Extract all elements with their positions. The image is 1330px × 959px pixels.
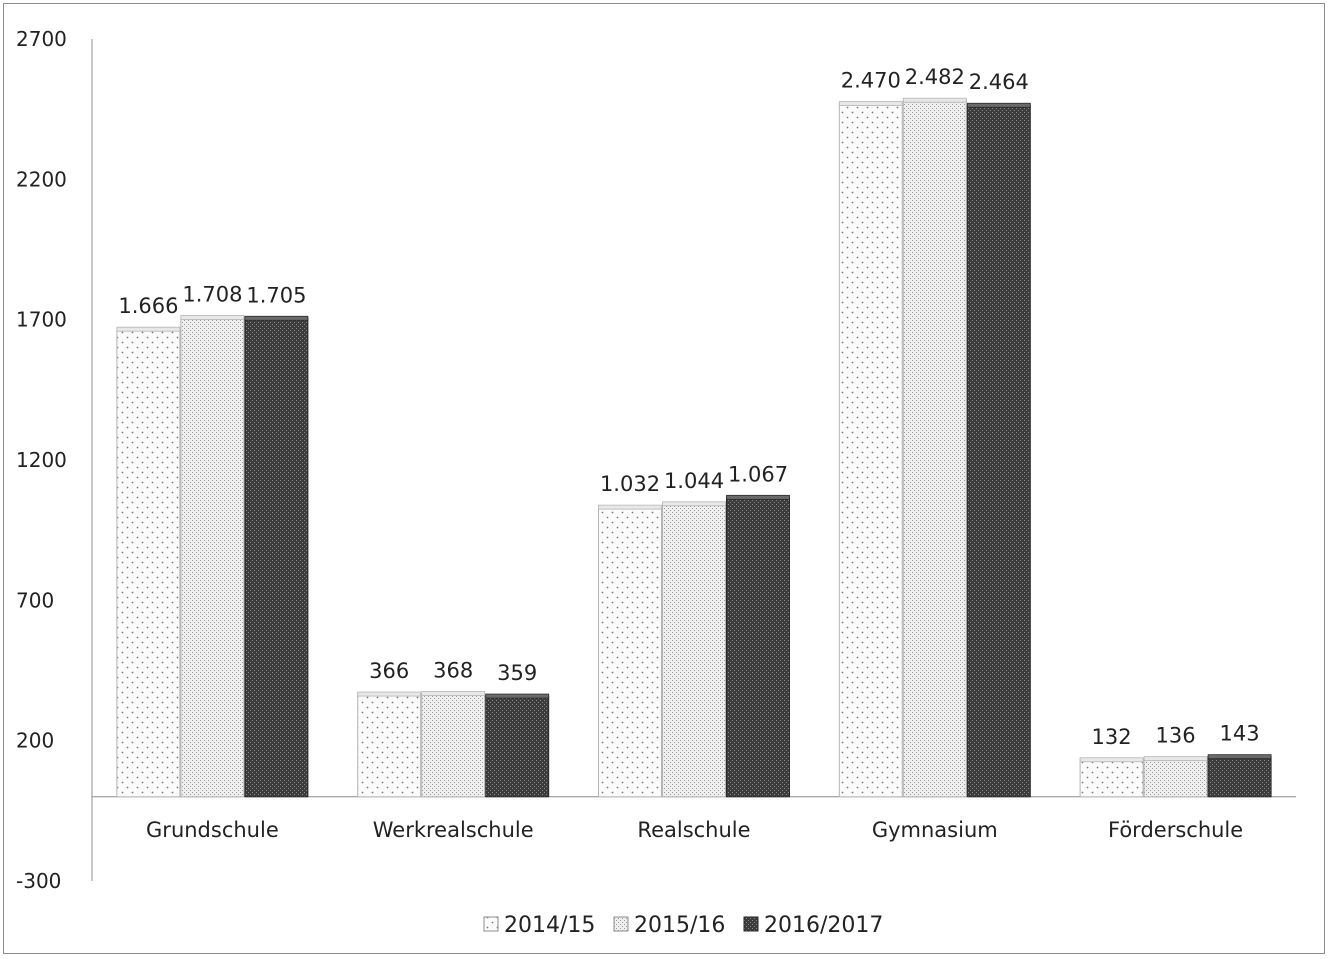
data-label: 132 (1092, 725, 1132, 749)
data-label: 1.044 (664, 469, 724, 493)
data-label: 368 (433, 659, 473, 683)
bar-cap (838, 101, 903, 106)
legend-entry: 2016/2017 (764, 913, 883, 938)
y-tick-label: 2700 (16, 27, 67, 51)
data-label: 2.464 (969, 70, 1029, 94)
x-tick-label: Förderschule (1108, 818, 1243, 842)
y-tick-label: 200 (16, 729, 54, 753)
bar-cap (116, 326, 181, 332)
bar-förderschule-1 (1143, 758, 1208, 798)
data-label: 1.705 (246, 283, 306, 307)
data-label: 143 (1220, 722, 1260, 746)
bar-grundschule-0 (116, 328, 181, 798)
bar-cap (726, 494, 790, 500)
y-tick-label: 700 (16, 588, 54, 612)
x-tick-label: Werkrealschule (373, 818, 534, 842)
bar-förderschule-2 (1207, 756, 1272, 798)
x-tick-label: Realschule (637, 818, 750, 842)
bar-cap (966, 102, 1031, 108)
x-tick-label: Grundschule (146, 818, 279, 842)
bar-cap (421, 691, 486, 696)
bar-realschule-0 (598, 506, 662, 798)
bar-gymnasium-0 (838, 103, 903, 798)
legend-entry: 2015/16 (634, 913, 725, 938)
bar-werkrealschule-0 (357, 693, 422, 798)
y-tick-label: -300 (16, 869, 61, 893)
data-label: 1.032 (600, 472, 660, 496)
bar-werkrealschule-2 (485, 695, 550, 798)
data-label: 1.708 (182, 282, 242, 306)
bar-cap (1079, 757, 1144, 763)
legend-swatch (743, 916, 759, 932)
legend-entry: 2014/15 (504, 913, 595, 938)
bar-cap (485, 693, 550, 699)
bar-realschule-2 (726, 496, 790, 798)
bar-werkrealschule-1 (421, 693, 486, 798)
legend-swatch (613, 916, 629, 932)
data-label: 136 (1156, 724, 1196, 748)
data-label: 359 (497, 661, 537, 685)
y-tick-label: 2200 (16, 167, 67, 191)
bar-cap (598, 504, 662, 510)
bar-cap (1143, 756, 1208, 762)
data-label: 1.666 (118, 294, 178, 318)
bar-cap (1207, 754, 1272, 760)
data-label: 1.067 (728, 462, 788, 486)
bar-grundschule-2 (244, 317, 309, 798)
bar-realschule-1 (662, 503, 726, 798)
bar-grundschule-1 (180, 316, 245, 798)
legend-swatch (483, 916, 499, 932)
y-tick-label: 1200 (16, 448, 67, 472)
y-tick-label: 1700 (16, 308, 67, 332)
bar-cap (662, 501, 726, 507)
data-label: 2.470 (841, 69, 901, 93)
bar-cap (902, 97, 967, 103)
data-label: 2.482 (905, 65, 965, 89)
data-label: 366 (369, 659, 409, 683)
bar-förderschule-0 (1079, 759, 1144, 798)
x-tick-label: Gymnasium (872, 818, 998, 842)
bar-gymnasium-1 (902, 99, 967, 798)
bar-gymnasium-2 (966, 104, 1031, 798)
bar-cap (244, 315, 309, 321)
bar-cap (180, 315, 245, 320)
bar-cap (357, 691, 422, 697)
